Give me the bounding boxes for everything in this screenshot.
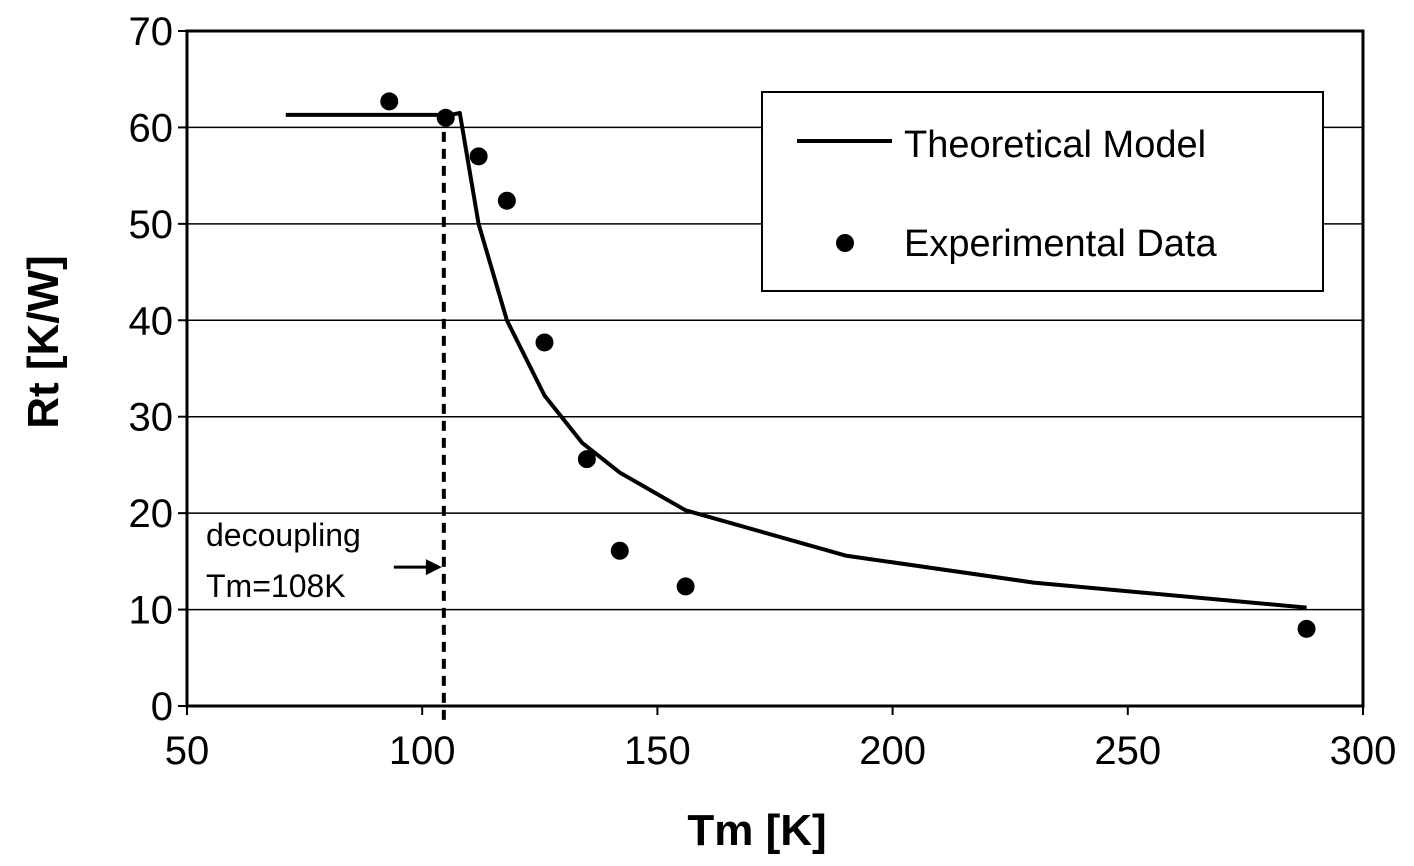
series-theoretical-model-line [285, 111, 1307, 610]
legend-box [761, 91, 1324, 292]
y-tick-label-40: 40 [129, 299, 174, 343]
experimental-data-point [577, 450, 596, 469]
x-tick-label-50: 50 [165, 729, 210, 773]
experimental-data-point [436, 108, 455, 127]
x-tick-label-100: 100 [389, 729, 456, 773]
experimental-data-point [469, 147, 488, 166]
x-tick-label-200: 200 [859, 729, 926, 773]
legend-marker-swatch [836, 234, 854, 252]
legend-label-experimental-data: Experimental Data [904, 223, 1217, 265]
x-tick-label-300: 300 [1330, 729, 1397, 773]
experimental-data-point [535, 333, 554, 352]
decoupling-arrow-head [425, 559, 442, 576]
experimental-data-point [380, 92, 399, 111]
x-tick-label-250: 250 [1094, 729, 1161, 773]
experimental-data-point [610, 541, 629, 560]
plot-series [285, 92, 1316, 638]
plot-frame [185, 29, 1365, 708]
y-tick-label-20: 20 [129, 492, 174, 536]
legend-label-theoretical-model: Theoretical Model [904, 124, 1206, 166]
y-tick-label-70: 70 [129, 10, 174, 54]
axis-ticks: 0 10 20 30 40 50 60 70 50 100 150 200 250 300 [129, 10, 1397, 773]
y-tick-label-10: 10 [129, 589, 174, 633]
experimental-data-point [497, 191, 516, 210]
experimental-data-point [676, 577, 695, 596]
experimental-data-point [1297, 619, 1316, 638]
x-axis-title: Tm [K] [687, 806, 826, 855]
y-axis-title: Rt [K/W] [19, 255, 68, 429]
decoupling-marker [393, 114, 446, 726]
y-tick-label-60: 60 [129, 106, 174, 150]
y-tick-label-0: 0 [151, 685, 173, 729]
decoupling-annotation: decoupling Tm=108K [206, 517, 361, 604]
x-tick-label-150: 150 [624, 729, 691, 773]
annotation-line-2: Tm=108K [206, 568, 346, 604]
annotation-line-1: decoupling [206, 517, 361, 553]
y-tick-label-50: 50 [129, 203, 174, 247]
y-tick-label-30: 30 [129, 396, 174, 440]
legend: Theoretical Model Experimental Data [761, 91, 1324, 292]
